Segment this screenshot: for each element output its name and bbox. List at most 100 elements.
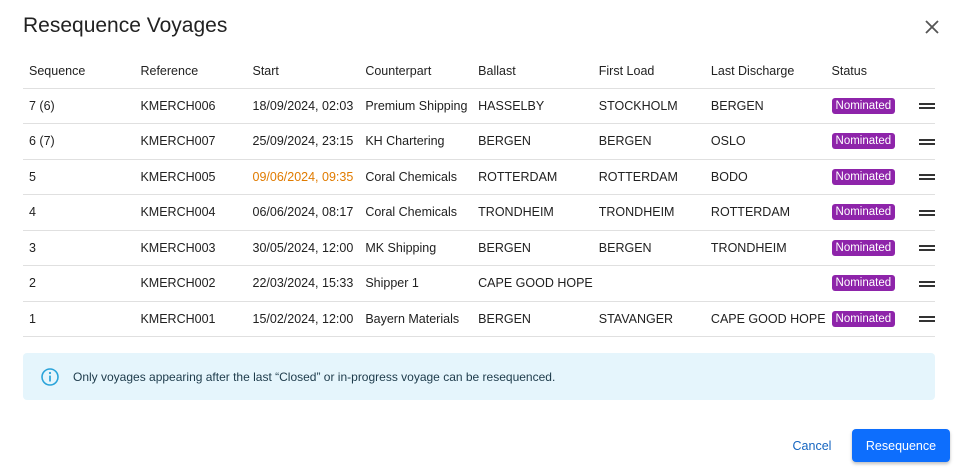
cell-first-load: BERGEN xyxy=(592,123,705,160)
cell-counterpart: Bayern Materials xyxy=(359,301,473,337)
cell-sequence: 7 (6) xyxy=(23,88,135,124)
close-icon[interactable] xyxy=(921,16,943,38)
status-badge: Nominated xyxy=(831,168,896,185)
cell-drag xyxy=(913,230,935,266)
cell-first-load: STOCKHOLM xyxy=(592,88,705,124)
cell-last-discharge: BERGEN xyxy=(704,88,826,124)
cell-ballast: TRONDHEIM xyxy=(472,194,593,231)
header-start: Start xyxy=(246,55,360,89)
cell-status: Nominated xyxy=(825,123,913,160)
cell-reference: KMERCH003 xyxy=(134,230,247,266)
cell-counterpart: Coral Chemicals xyxy=(359,194,473,231)
cell-sequence: 6 (7) xyxy=(23,123,135,160)
cell-last-discharge: TRONDHEIM xyxy=(704,230,826,266)
cell-counterpart: Premium Shipping xyxy=(359,88,473,124)
status-badge: Nominated xyxy=(831,239,896,256)
dialog-title: Resequence Voyages xyxy=(23,14,228,37)
header-counterpart: Counterpart xyxy=(359,55,473,89)
cell-status: Nominated xyxy=(825,301,913,337)
table-row[interactable]: 3 KMERCH003 30/05/2024, 12:00 MK Shipping BE… xyxy=(23,230,935,266)
cell-start: 06/06/2024, 08:17 xyxy=(246,194,360,231)
cell-ballast: BERGEN xyxy=(472,301,593,337)
drag-handle-icon[interactable] xyxy=(919,316,935,323)
cell-drag xyxy=(913,88,935,124)
cell-drag xyxy=(913,159,935,195)
header-ballast: Ballast xyxy=(472,55,593,89)
header-reference: Reference xyxy=(134,55,247,89)
cell-drag xyxy=(913,194,935,231)
cell-counterpart: MK Shipping xyxy=(359,230,473,266)
cancel-button[interactable]: Cancel xyxy=(780,429,844,462)
cell-drag xyxy=(913,301,935,337)
table-row[interactable]: 2 KMERCH002 22/03/2024, 15:33 Shipper 1 CAPE… xyxy=(23,265,935,302)
status-badge: Nominated xyxy=(831,275,896,292)
cell-start: 09/06/2024, 09:35 xyxy=(246,159,360,195)
header-last-discharge: Last Discharge xyxy=(704,55,826,89)
cell-start: 15/02/2024, 12:00 xyxy=(246,301,360,337)
cell-reference: KMERCH002 xyxy=(134,265,247,302)
cell-sequence: 1 xyxy=(23,301,135,337)
status-badge: Nominated xyxy=(831,97,896,114)
cell-start: 22/03/2024, 15:33 xyxy=(246,265,360,302)
cell-start: 18/09/2024, 02:03 xyxy=(246,88,360,124)
drag-handle-icon[interactable] xyxy=(919,209,935,216)
cell-ballast: BERGEN xyxy=(472,230,593,266)
cell-status: Nominated xyxy=(825,159,913,195)
cell-start: 30/05/2024, 12:00 xyxy=(246,230,360,266)
cell-counterpart: KH Chartering xyxy=(359,123,473,160)
cell-status: Nominated xyxy=(825,194,913,231)
cell-status: Nominated xyxy=(825,230,913,266)
cell-counterpart: Coral Chemicals xyxy=(359,159,473,195)
cell-status: Nominated xyxy=(825,88,913,124)
cell-ballast: HASSELBY xyxy=(472,88,593,124)
header-status: Status xyxy=(825,55,913,89)
cell-ballast: CAPE GOOD HOPE xyxy=(472,265,593,302)
voyages-table: Sequence Reference Start Counterpart Bal… xyxy=(23,55,935,337)
status-badge: Nominated xyxy=(831,133,896,150)
table-row[interactable]: 6 (7) KMERCH007 25/09/2024, 23:15 KH Charte… xyxy=(23,123,935,160)
cell-ballast: BERGEN xyxy=(472,123,593,160)
cell-reference: KMERCH006 xyxy=(134,88,247,124)
cell-reference: KMERCH005 xyxy=(134,159,247,195)
drag-handle-icon[interactable] xyxy=(919,103,935,110)
cell-last-discharge xyxy=(704,265,826,302)
cell-sequence: 5 xyxy=(23,159,135,195)
cell-reference: KMERCH001 xyxy=(134,301,247,337)
table-header-row: Sequence Reference Start Counterpart Bal… xyxy=(23,55,935,89)
drag-handle-icon[interactable] xyxy=(919,174,935,181)
drag-handle-icon[interactable] xyxy=(919,280,935,287)
cell-last-discharge: BODO xyxy=(704,159,826,195)
cell-sequence: 4 xyxy=(23,194,135,231)
header-first-load: First Load xyxy=(592,55,705,89)
table-row[interactable]: 7 (6) KMERCH006 18/09/2024, 02:03 Premium S… xyxy=(23,88,935,124)
status-badge: Nominated xyxy=(831,310,896,327)
table-row[interactable]: 1 KMERCH001 15/02/2024, 12:00 Bayern Materi… xyxy=(23,301,935,337)
cell-start: 25/09/2024, 23:15 xyxy=(246,123,360,160)
table-row[interactable]: 4 KMERCH004 06/06/2024, 08:17 Coral Chemica… xyxy=(23,194,935,231)
cell-first-load: STAVANGER xyxy=(592,301,705,337)
cell-counterpart: Shipper 1 xyxy=(359,265,473,302)
drag-handle-icon[interactable] xyxy=(919,138,935,145)
cell-first-load xyxy=(592,265,705,302)
status-badge: Nominated xyxy=(831,204,896,221)
cell-status: Nominated xyxy=(825,265,913,302)
cell-reference: KMERCH007 xyxy=(134,123,247,160)
cell-first-load: TRONDHEIM xyxy=(592,194,705,231)
cell-last-discharge: OSLO xyxy=(704,123,826,160)
cell-last-discharge: CAPE GOOD HOPE xyxy=(704,301,826,337)
cell-drag xyxy=(913,123,935,160)
resequence-button[interactable]: Resequence xyxy=(852,429,950,462)
cell-last-discharge: ROTTERDAM xyxy=(704,194,826,231)
cell-ballast: ROTTERDAM xyxy=(472,159,593,195)
cell-first-load: ROTTERDAM xyxy=(592,159,705,195)
header-sequence: Sequence xyxy=(23,55,135,89)
cell-sequence: 3 xyxy=(23,230,135,266)
header-drag xyxy=(913,55,935,89)
cell-reference: KMERCH004 xyxy=(134,194,247,231)
info-text: Only voyages appearing after the last “C… xyxy=(73,369,556,384)
drag-handle-icon[interactable] xyxy=(919,245,935,252)
cell-sequence: 2 xyxy=(23,265,135,302)
cell-first-load: BERGEN xyxy=(592,230,705,266)
table-row[interactable]: 5 KMERCH005 09/06/2024, 09:35 Coral Chemica… xyxy=(23,159,935,195)
info-icon xyxy=(41,367,59,386)
